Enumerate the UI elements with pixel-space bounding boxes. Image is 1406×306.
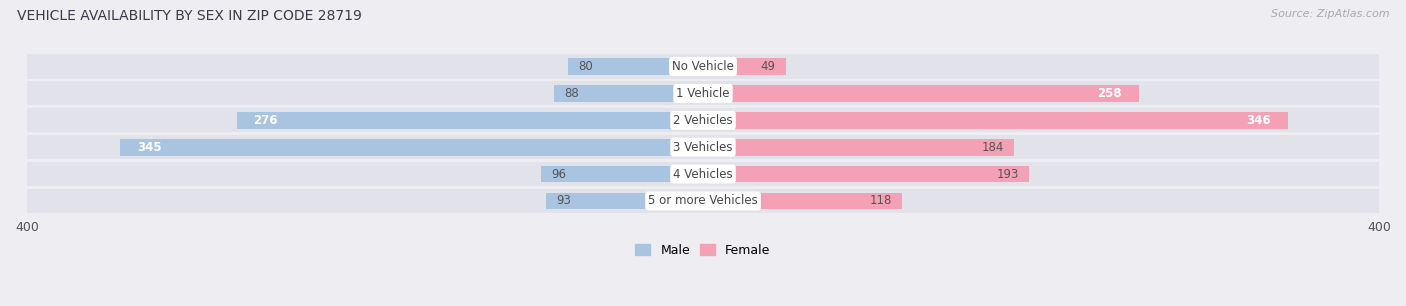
Text: 276: 276 [253, 114, 278, 127]
Text: 93: 93 [555, 194, 571, 207]
Text: 4 Vehicles: 4 Vehicles [673, 168, 733, 181]
Bar [27, 54, 1379, 79]
Legend: Male, Female: Male, Female [630, 239, 776, 262]
Bar [703, 192, 903, 209]
Text: 184: 184 [981, 141, 1004, 154]
Text: 258: 258 [1098, 87, 1122, 100]
Text: 2 Vehicles: 2 Vehicles [673, 114, 733, 127]
Text: 345: 345 [136, 141, 162, 154]
Text: VEHICLE AVAILABILITY BY SEX IN ZIP CODE 28719: VEHICLE AVAILABILITY BY SEX IN ZIP CODE … [17, 9, 361, 23]
Bar [546, 192, 703, 209]
Text: 88: 88 [564, 87, 579, 100]
Bar [236, 112, 703, 129]
Text: Source: ZipAtlas.com: Source: ZipAtlas.com [1271, 9, 1389, 19]
Bar [27, 108, 1379, 132]
Bar [27, 189, 1379, 213]
Text: 49: 49 [761, 60, 776, 73]
Bar [27, 81, 1379, 106]
Bar [703, 58, 786, 75]
Text: 1 Vehicle: 1 Vehicle [676, 87, 730, 100]
Bar [703, 85, 1139, 102]
Text: No Vehicle: No Vehicle [672, 60, 734, 73]
Bar [27, 135, 1379, 159]
Bar [120, 139, 703, 155]
Text: 5 or more Vehicles: 5 or more Vehicles [648, 194, 758, 207]
Text: 80: 80 [578, 60, 593, 73]
Bar [703, 139, 1014, 155]
Bar [568, 58, 703, 75]
Bar [703, 166, 1029, 182]
Bar [703, 112, 1288, 129]
Text: 3 Vehicles: 3 Vehicles [673, 141, 733, 154]
Bar [554, 85, 703, 102]
Bar [27, 162, 1379, 186]
Text: 96: 96 [551, 168, 565, 181]
Bar [541, 166, 703, 182]
Text: 193: 193 [997, 168, 1019, 181]
Text: 346: 346 [1246, 114, 1271, 127]
Text: 118: 118 [870, 194, 893, 207]
